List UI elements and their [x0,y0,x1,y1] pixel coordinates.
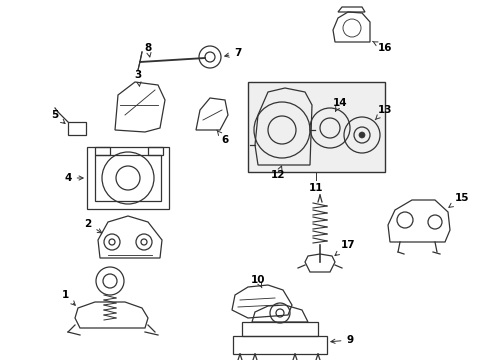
Text: 10: 10 [250,275,264,288]
Text: 14: 14 [332,98,346,111]
Text: 8: 8 [144,43,151,57]
Text: 5: 5 [51,110,65,123]
Text: 11: 11 [308,183,323,193]
Bar [242,322,317,336]
Text: 12: 12 [270,166,285,180]
Text: 15: 15 [448,193,468,207]
Bar [95,147,110,155]
Bar [87,147,169,209]
Text: 2: 2 [84,219,102,233]
Text: 9: 9 [330,335,353,345]
Circle shape [358,132,364,138]
Text: 1: 1 [61,290,75,305]
Text: 3: 3 [134,70,142,86]
Bar [148,147,163,155]
Bar [95,155,161,201]
Bar [247,82,384,172]
Text: 16: 16 [372,41,391,53]
Bar [68,122,86,135]
Text: 7: 7 [224,48,241,58]
Text: 6: 6 [216,130,228,145]
Text: 17: 17 [334,240,355,256]
Bar [232,336,326,354]
Text: 4: 4 [64,173,83,183]
Text: 13: 13 [374,105,391,120]
